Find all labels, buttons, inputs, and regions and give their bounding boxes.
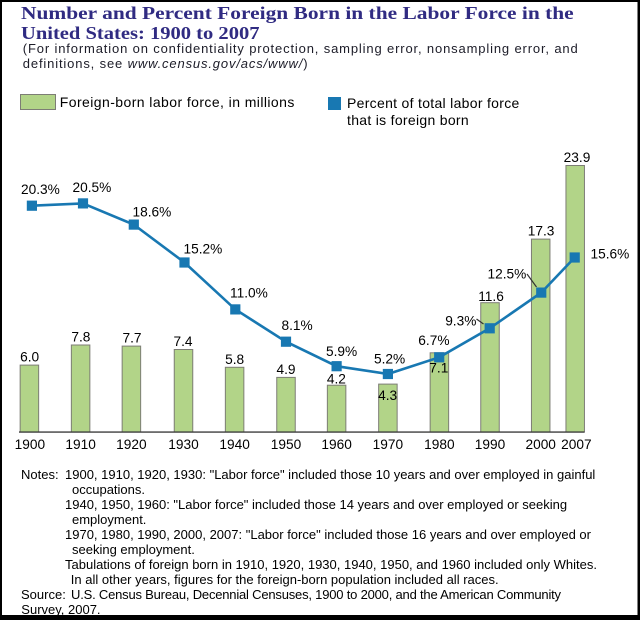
svg-text:15.2%: 15.2%: [184, 242, 223, 257]
svg-text:18.6%: 18.6%: [133, 205, 172, 220]
svg-text:6.7%: 6.7%: [418, 333, 449, 348]
svg-text:1940: 1940: [219, 437, 250, 452]
svg-text:1920: 1920: [116, 437, 147, 452]
svg-text:20.5%: 20.5%: [73, 180, 112, 195]
svg-text:7.7: 7.7: [122, 331, 141, 346]
svg-text:7.1: 7.1: [429, 361, 448, 376]
svg-text:1910: 1910: [65, 437, 96, 452]
svg-text:1900: 1900: [15, 437, 46, 452]
svg-text:17.3: 17.3: [528, 223, 555, 238]
svg-text:2000: 2000: [525, 437, 556, 452]
svg-text:8.1%: 8.1%: [282, 318, 313, 333]
svg-text:1980: 1980: [424, 437, 455, 452]
svg-text:11.0%: 11.0%: [230, 286, 268, 301]
svg-text:7.8: 7.8: [71, 330, 90, 345]
svg-text:7.4: 7.4: [173, 334, 192, 349]
svg-text:4.3: 4.3: [378, 388, 397, 403]
svg-text:6.0: 6.0: [20, 350, 39, 365]
svg-text:12.5%: 12.5%: [488, 267, 527, 282]
svg-text:4.2: 4.2: [327, 372, 346, 387]
svg-text:11.6: 11.6: [478, 289, 504, 304]
svg-text:1950: 1950: [271, 437, 302, 452]
svg-text:9.3%: 9.3%: [445, 313, 476, 328]
svg-text:4.9: 4.9: [276, 362, 295, 377]
svg-text:15.6%: 15.6%: [591, 247, 630, 262]
svg-text:2007: 2007: [561, 437, 591, 452]
svg-text:1990: 1990: [475, 437, 506, 452]
svg-text:23.9: 23.9: [564, 150, 591, 165]
svg-text:20.3%: 20.3%: [21, 182, 60, 197]
svg-text:5.2%: 5.2%: [374, 352, 405, 367]
svg-text:1930: 1930: [168, 437, 199, 452]
svg-text:1960: 1960: [321, 437, 352, 452]
svg-text:5.8: 5.8: [225, 352, 244, 367]
svg-text:1970: 1970: [373, 437, 404, 452]
svg-text:5.9%: 5.9%: [326, 344, 357, 359]
